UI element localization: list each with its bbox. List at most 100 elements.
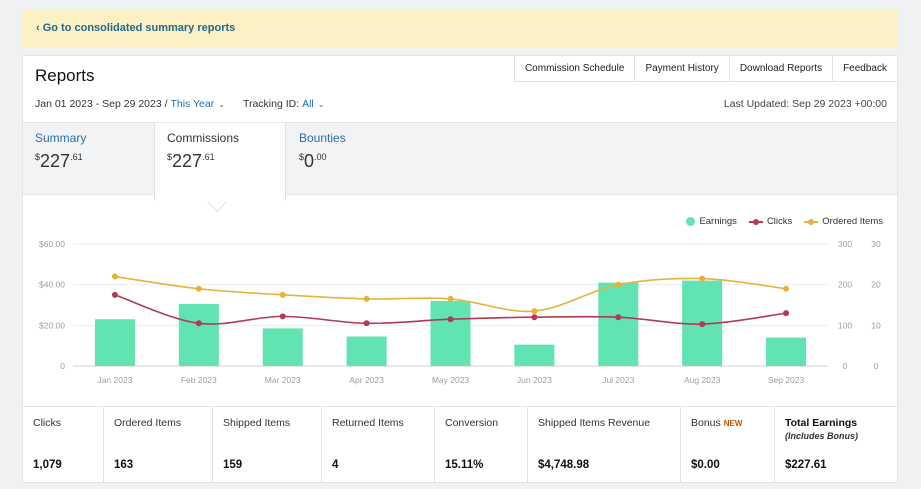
ordered-items-point <box>279 291 286 298</box>
stat-ordered-items: Ordered Items 163 <box>104 407 213 482</box>
stat-value: 4 <box>332 459 339 471</box>
x-tick-label: Sep 2023 <box>768 375 805 385</box>
ordered-items-point <box>363 295 370 302</box>
earnings-bar <box>178 303 219 366</box>
stat-returned-items: Returned Items 4 <box>322 407 435 482</box>
stat-shipped-items: Shipped Items 159 <box>213 407 322 482</box>
earnings-bar <box>346 336 387 366</box>
stat-value: 163 <box>114 459 134 471</box>
y-left-tick: 0 <box>60 361 65 371</box>
earnings-chart: Earnings Clicks Ordered Items $60.00 300 3… <box>23 196 897 406</box>
ordered-items-point <box>111 273 118 280</box>
y-left-tick: $20.00 <box>39 320 65 330</box>
stat-value: 159 <box>223 459 243 471</box>
ordered-items-point <box>447 295 454 302</box>
ordered-items-point <box>195 285 202 292</box>
x-tick-label: Jan 2023 <box>97 375 132 385</box>
date-range: Jan 01 2023 - Sep 29 2023 / <box>35 98 168 110</box>
consolidated-summary-link[interactable]: ‹ Go to consolidated summary reports <box>36 22 236 34</box>
earnings-bar <box>430 300 471 366</box>
y-right-clicks-tick: 100 <box>838 320 852 330</box>
y-left-tick: $60.00 <box>39 239 65 249</box>
y-right-clicks-tick: 300 <box>838 239 852 249</box>
chart-canvas: $60.00 300 30$40.00 200 20$20.00 100 100 0 0Jan … <box>39 239 881 385</box>
stat-value: $4,748.98 <box>538 459 590 471</box>
clicks-point <box>699 321 706 328</box>
x-tick-label: Jul 2023 <box>602 375 634 385</box>
stat-value: $227.61 <box>785 459 827 471</box>
stat-value: 15.11% <box>445 459 484 471</box>
feedback-link[interactable]: Feedback <box>843 63 887 74</box>
tracking-id-dropdown[interactable]: All <box>302 98 314 110</box>
clicks-point <box>615 314 622 321</box>
y-right-ordered-tick: 0 <box>874 361 879 371</box>
clicks-point <box>447 316 454 323</box>
clicks-point <box>111 291 118 298</box>
stat-conversion: Conversion 15.11% <box>435 407 528 482</box>
report-tabs: Summary $227.61 Commissions $227.61 Boun… <box>23 122 897 201</box>
tab-amount: $227.61 <box>35 151 83 171</box>
ordered-items-point <box>531 308 538 315</box>
ordered-items-swatch <box>804 218 819 225</box>
stats-bar: Clicks 1,079 Ordered Items 163 Shipped Ite… <box>23 406 897 482</box>
period-dropdown[interactable]: This Year <box>170 98 215 110</box>
y-right-clicks-tick: 0 <box>843 361 848 371</box>
y-left-tick: $40.00 <box>39 280 65 290</box>
earnings-bar <box>514 344 555 366</box>
tab-amount: $227.61 <box>167 151 215 171</box>
tab-label: Summary <box>35 131 87 145</box>
last-updated: Last Updated: Sep 29 2023 +00:00 <box>723 98 887 110</box>
clicks-point <box>279 313 286 320</box>
y-right-clicks-tick: 200 <box>838 280 852 290</box>
stat-shipped-revenue: Shipped Items Revenue $4,748.98 <box>528 407 681 482</box>
report-links: Commission Schedule Payment History Down… <box>513 56 897 82</box>
reports-panel: Reports Commission Schedule Payment Hist… <box>22 55 898 483</box>
legend-ordered-items[interactable]: Ordered Items <box>804 216 883 227</box>
filters-bar: Jan 01 2023 - Sep 29 2023 / This Year ⌄ … <box>35 98 328 110</box>
y-right-ordered-tick: 30 <box>871 239 881 249</box>
earnings-bar <box>766 337 807 366</box>
clicks-swatch <box>748 218 763 225</box>
ordered-items-point <box>699 275 706 282</box>
stat-value: $0.00 <box>691 459 720 471</box>
earnings-bar <box>598 282 639 366</box>
earnings-bar <box>262 328 303 366</box>
page-title: Reports <box>35 66 95 85</box>
chevron-down-icon[interactable]: ⌄ <box>317 99 325 109</box>
tab-commissions[interactable]: Commissions $227.61 <box>154 123 286 201</box>
clicks-point <box>531 314 538 321</box>
payment-history-link[interactable]: Payment History <box>635 56 730 81</box>
x-tick-label: Aug 2023 <box>684 375 721 385</box>
x-tick-label: Jun 2023 <box>517 375 552 385</box>
clicks-point <box>363 320 370 327</box>
tab-label: Bounties <box>299 131 346 145</box>
tracking-id-label: Tracking ID: <box>242 98 300 110</box>
stat-bonus: Bonus NEW $0.00 <box>681 407 775 482</box>
chevron-down-icon[interactable]: ⌄ <box>218 99 225 109</box>
tab-label: Commissions <box>167 131 240 145</box>
download-reports-link[interactable]: Download Reports <box>730 56 834 81</box>
x-tick-label: Apr 2023 <box>349 375 384 385</box>
legend-earnings[interactable]: Earnings <box>686 216 737 227</box>
clicks-point <box>195 320 202 327</box>
legend-clicks[interactable]: Clicks <box>748 216 792 227</box>
stat-value: 1,079 <box>33 459 62 471</box>
y-right-ordered-tick: 10 <box>871 320 881 330</box>
stat-clicks: Clicks 1,079 <box>23 407 104 482</box>
x-tick-label: Feb 2023 <box>181 375 217 385</box>
tab-bounties[interactable]: Bounties $0.00 <box>287 123 417 195</box>
earnings-swatch <box>686 217 696 226</box>
new-badge: NEW <box>723 419 743 428</box>
clicks-point <box>783 310 790 317</box>
commission-schedule-link[interactable]: Commission Schedule <box>515 56 636 81</box>
stat-total-earnings: Total Earnings (Includes Bonus) $227.61 <box>785 417 859 471</box>
y-right-ordered-tick: 20 <box>871 280 881 290</box>
consolidated-banner: ‹ Go to consolidated summary reports <box>22 10 898 47</box>
ordered-items-point <box>615 281 622 288</box>
tab-summary[interactable]: Summary $227.61 <box>23 123 153 195</box>
chart-legend: Earnings Clicks Ordered Items <box>674 216 883 227</box>
tab-amount: $0.00 <box>299 151 327 171</box>
earnings-bar <box>94 319 135 366</box>
ordered-items-point <box>783 285 790 292</box>
x-tick-label: Mar 2023 <box>265 375 301 385</box>
